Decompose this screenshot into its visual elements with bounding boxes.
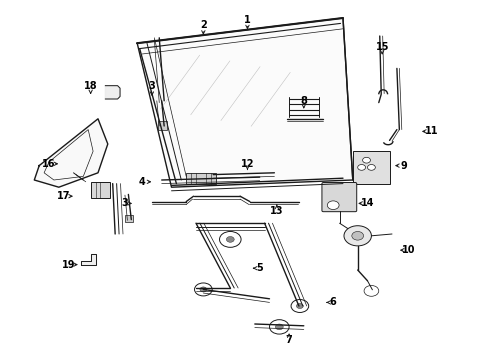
Text: 6: 6: [330, 297, 337, 307]
Text: 10: 10: [402, 245, 416, 255]
Text: 13: 13: [270, 206, 284, 216]
Circle shape: [368, 165, 375, 170]
Bar: [125, 215, 133, 222]
Polygon shape: [34, 119, 108, 187]
Circle shape: [363, 157, 370, 163]
Circle shape: [364, 285, 379, 296]
Text: 9: 9: [401, 161, 408, 171]
Text: 12: 12: [241, 159, 254, 169]
Circle shape: [195, 283, 212, 296]
Text: 3: 3: [122, 198, 128, 208]
Bar: [353, 151, 390, 184]
Text: 14: 14: [361, 198, 374, 208]
Circle shape: [270, 320, 289, 334]
Circle shape: [358, 165, 366, 170]
Circle shape: [352, 231, 364, 240]
Circle shape: [220, 231, 241, 247]
Text: 17: 17: [57, 191, 71, 201]
Text: 3: 3: [148, 81, 155, 91]
Text: 18: 18: [84, 81, 98, 91]
Circle shape: [327, 201, 339, 210]
Text: 15: 15: [375, 42, 389, 52]
Circle shape: [296, 303, 303, 309]
Polygon shape: [81, 254, 96, 265]
Bar: [91, 182, 110, 198]
FancyBboxPatch shape: [322, 183, 357, 212]
Polygon shape: [137, 18, 353, 187]
Text: 4: 4: [139, 177, 146, 187]
Bar: [186, 173, 216, 184]
Text: 19: 19: [62, 260, 75, 270]
Polygon shape: [105, 86, 120, 99]
Circle shape: [226, 237, 234, 242]
Text: 16: 16: [42, 159, 56, 169]
Circle shape: [291, 300, 309, 312]
Bar: [158, 121, 167, 130]
Text: 8: 8: [300, 96, 307, 106]
Text: 2: 2: [200, 20, 207, 30]
Text: 11: 11: [424, 126, 438, 136]
Text: 5: 5: [256, 263, 263, 273]
Circle shape: [200, 287, 207, 292]
Text: 1: 1: [244, 15, 251, 25]
Circle shape: [344, 226, 371, 246]
Text: 7: 7: [286, 335, 293, 345]
Circle shape: [275, 324, 283, 330]
